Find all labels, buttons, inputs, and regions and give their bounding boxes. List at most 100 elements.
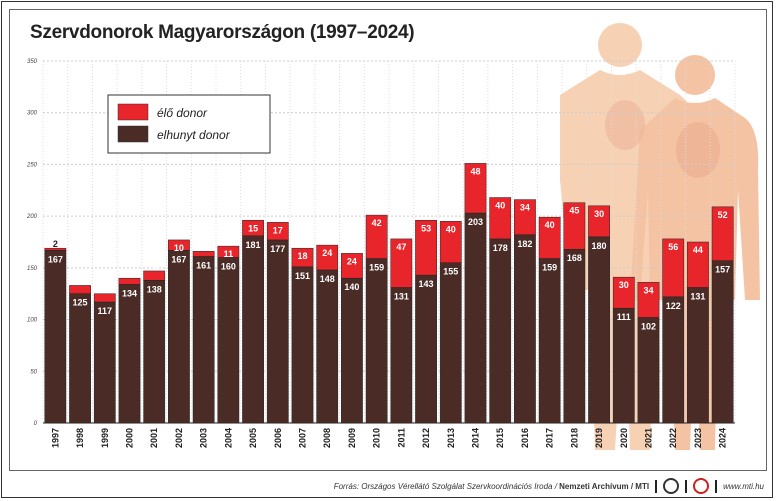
data-label-deceased: 131: [394, 292, 409, 302]
data-label-alive: 45: [569, 206, 579, 216]
data-label-deceased: 178: [493, 243, 508, 253]
data-label-alive: 9: [152, 262, 157, 272]
data-label-deceased: 180: [592, 241, 607, 251]
bar-alive: [588, 205, 610, 238]
y-tick-label: 150: [27, 266, 38, 272]
x-tick-label: 2003: [199, 428, 209, 448]
bar-alive: [93, 293, 116, 303]
data-label-alive: 6: [127, 269, 132, 279]
chart-frame: [9, 9, 767, 471]
source-text: Forrás: Országos Vérellátó Szolgálat Sze…: [333, 481, 560, 491]
bar-alive: [143, 270, 166, 281]
mti-logo-icon: [663, 478, 680, 494]
data-label-deceased: 167: [48, 254, 63, 264]
bar-alive: [687, 241, 709, 288]
x-tick-label: 1997: [50, 428, 60, 448]
x-tick-label: 2015: [495, 428, 505, 448]
x-tick-label: 2019: [594, 428, 604, 448]
data-label-alive: 53: [421, 223, 431, 233]
legend-swatch-alive: [117, 103, 149, 121]
data-label-deceased: 138: [147, 284, 162, 294]
data-label-deceased: 167: [171, 254, 186, 264]
y-tick-label: 250: [26, 162, 38, 168]
archive-logo-icon: [693, 478, 710, 494]
x-tick-label: 2002: [174, 428, 184, 448]
data-label-deceased: 203: [468, 217, 483, 227]
archive-text: Nemzeti Archívum / MTI: [559, 481, 650, 491]
data-label-deceased: 161: [196, 260, 211, 270]
data-label-deceased: 157: [715, 265, 730, 275]
bar-alive: [341, 253, 363, 279]
bar-alive: [316, 244, 339, 271]
bar-deceased: [415, 274, 437, 424]
bar-deceased: [637, 317, 660, 424]
y-tick-label: 350: [27, 59, 38, 65]
y-tick-label: 0: [34, 421, 38, 427]
bar-alive: [439, 221, 462, 263]
bar-deceased: [118, 284, 141, 424]
data-label-deceased: 168: [567, 253, 582, 263]
bar-deceased: [69, 293, 91, 424]
y-tick-label: 100: [27, 318, 38, 324]
bar-alive: [192, 251, 215, 257]
bar-deceased: [316, 269, 339, 424]
x-tick-label: 2022: [668, 428, 678, 448]
bar-alive: [489, 197, 512, 240]
data-label-deceased: 160: [221, 262, 236, 272]
bar-alive: [563, 202, 586, 250]
data-label-deceased: 117: [98, 306, 113, 316]
bar-alive: [291, 247, 314, 268]
data-label-deceased: 177: [270, 244, 285, 254]
data-label-alive: 17: [273, 225, 283, 235]
legend-label-alive: élő donor: [157, 106, 208, 120]
bar-deceased: [390, 287, 413, 424]
data-label-deceased: 148: [320, 274, 335, 284]
bar-alive: [168, 239, 190, 251]
bar-alive: [44, 247, 67, 251]
bar-deceased: [266, 239, 289, 424]
y-tick-label: 50: [30, 369, 37, 375]
bar-alive: [217, 245, 240, 258]
legend-swatch-deceased: [117, 125, 149, 143]
data-label-deceased: 122: [666, 301, 681, 311]
data-label-alive: 18: [297, 251, 307, 261]
x-tick-label: 2001: [149, 428, 159, 448]
bar-deceased: [291, 266, 314, 424]
data-label-deceased: 182: [517, 239, 532, 249]
data-label-alive: 11: [224, 249, 234, 259]
data-label-deceased: 125: [73, 298, 88, 308]
bar-deceased: [242, 235, 264, 424]
data-label-deceased: 155: [443, 267, 458, 277]
data-label-alive: 30: [619, 280, 629, 290]
bar-deceased: [711, 260, 734, 424]
x-tick-label: 2005: [248, 428, 258, 448]
data-label-alive: 5: [201, 242, 206, 252]
bar-alive: [118, 277, 141, 285]
data-label-alive: 15: [248, 223, 258, 233]
bar-deceased: [192, 256, 215, 424]
bar-alive: [637, 282, 660, 318]
bar-deceased: [563, 248, 586, 424]
legend: élő donor elhunyt donor: [107, 94, 271, 154]
bar-deceased: [44, 250, 67, 424]
x-tick-label: 2010: [372, 428, 382, 448]
data-label-alive: 44: [693, 245, 703, 255]
data-label-alive: 40: [495, 201, 505, 211]
data-label-alive: 10: [174, 243, 184, 253]
x-tick-label: 2000: [125, 428, 135, 448]
x-tick-label: 2024: [718, 428, 728, 448]
bar-deceased: [662, 296, 685, 424]
data-label-deceased: 131: [690, 292, 705, 302]
data-label-alive: 2: [53, 239, 58, 249]
bar-alive: [365, 214, 388, 259]
x-tick-label: 2006: [273, 428, 283, 448]
y-tick-label: 200: [26, 214, 38, 220]
bar-deceased: [489, 238, 512, 424]
x-tick-label: 2023: [693, 428, 703, 448]
bar-deceased: [612, 307, 635, 424]
data-label-alive: 34: [520, 203, 530, 213]
bar-deceased: [538, 258, 561, 424]
website-link[interactable]: www.mti.hu: [723, 481, 764, 491]
bar-alive: [662, 238, 685, 298]
x-tick-label: 2008: [322, 428, 332, 448]
